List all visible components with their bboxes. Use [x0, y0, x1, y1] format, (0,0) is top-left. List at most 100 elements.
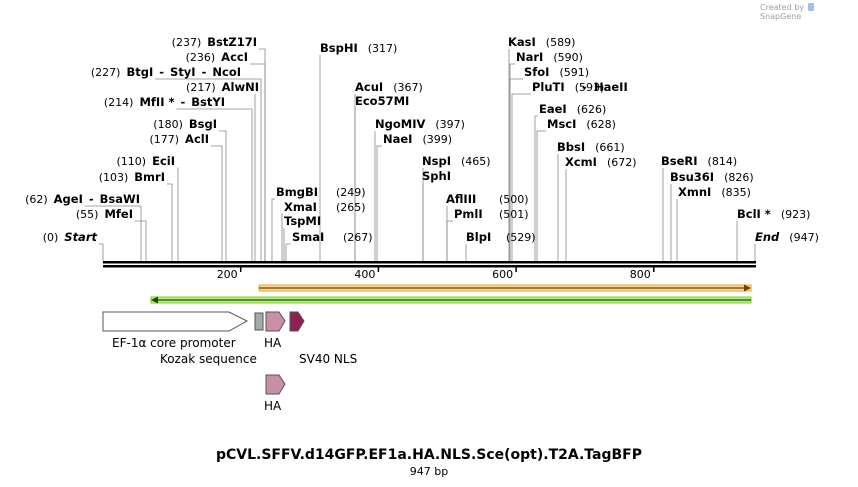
enzyme-pos-acli[interactable]: (177): [149, 133, 179, 146]
enzyme-name-start[interactable]: Start: [64, 230, 97, 244]
enzyme-name-pluti[interactable]: PluTI: [532, 80, 565, 94]
enzyme-pos-bmri[interactable]: (103): [99, 171, 129, 184]
enzyme-name-mfei[interactable]: MfeI: [104, 207, 133, 221]
enzyme-name-acci[interactable]: AccI: [221, 50, 248, 64]
enzyme-name-eaei[interactable]: EaeI: [539, 102, 567, 116]
enzyme-name-msci[interactable]: MscI: [547, 117, 576, 131]
ha-tag-arrow-2[interactable]: [265, 374, 286, 395]
ef1a-promoter-arrow[interactable]: [102, 311, 249, 332]
enzyme-pos-bmgbi: (249): [336, 186, 366, 199]
enzyme-pos-acui: (367): [393, 81, 423, 94]
enzyme-name-ncoi[interactable]: NcoI: [212, 65, 241, 79]
cut-line-eaei: [534, 115, 538, 261]
enzyme-pos-bsgi[interactable]: (180): [153, 118, 183, 131]
snapgene-logo-icon: [807, 3, 814, 11]
enzyme-pos-agei[interactable]: (62): [25, 193, 48, 206]
enzyme-name-nari[interactable]: NarI: [516, 50, 543, 64]
enzyme-site-tspmi: TspMI: [284, 214, 321, 228]
enzyme-row-11: (0) Start: [43, 230, 98, 244]
enzyme-pos-mfii[interactable]: (214): [104, 96, 134, 109]
enzyme-pos-bsphi: (317): [368, 42, 398, 55]
enzyme-name-alwni[interactable]: AlwNI: [222, 80, 259, 94]
axis-tick-label: 400: [354, 268, 375, 281]
enzyme-name-bmri[interactable]: BmrI: [134, 170, 165, 184]
enzyme-name-bstyi[interactable]: BstYI: [191, 95, 225, 109]
cut-line-mfei: [135, 220, 147, 261]
enzyme-name-xcmi[interactable]: XcmI: [565, 155, 597, 169]
enzyme-pos-bsu36i: (826): [724, 171, 754, 184]
enzyme-name-sfoi[interactable]: SfoI: [524, 65, 549, 79]
enzyme-name-bseri[interactable]: BseRI: [661, 154, 698, 168]
plasmid-length: 947 bp: [409, 465, 449, 478]
enzyme-name-btgi[interactable]: BtgI: [126, 65, 153, 79]
enzyme-name-pmli[interactable]: PmlI: [454, 207, 483, 221]
enzyme-pos-alwni[interactable]: (217): [186, 81, 216, 94]
enzyme-name-tspmi[interactable]: TspMI: [284, 214, 321, 228]
enzyme-name-mfii[interactable]: MfII *: [139, 95, 174, 109]
plasmid-name: pCVL.SFFV.d14GFP.EF1a.HA.NLS.Sce(opt).T2…: [215, 447, 643, 463]
cut-line-start: [99, 243, 104, 261]
enzyme-name-bsawi[interactable]: BsaWI: [100, 192, 140, 206]
enzyme-name-eco57mi[interactable]: Eco57MI: [355, 94, 409, 108]
enzyme-name-ecii[interactable]: EciI: [152, 154, 175, 168]
enzyme-name-smai[interactable]: SmaI: [292, 230, 324, 244]
sv40-nls-arrow[interactable]: [289, 311, 305, 332]
enzyme-pos-nspi: (465): [461, 155, 491, 168]
enzyme-name-blpi[interactable]: BlpI: [466, 230, 491, 244]
enzyme-pos-ngomiv: (397): [435, 118, 465, 131]
enzyme-row-6: (177) AclI: [149, 132, 209, 146]
enzyme-site-smai: SmaI (267): [292, 230, 373, 244]
ha-tag-arrow[interactable]: [265, 311, 286, 332]
enzyme-pos-btgi[interactable]: (227): [91, 66, 121, 79]
enzyme-name-acli[interactable]: AclI: [185, 132, 209, 146]
cut-line-bstz17i: [259, 48, 266, 261]
cut-line-pluti: [511, 93, 531, 261]
enzyme-separator[interactable]: -: [159, 65, 164, 79]
enzyme-pos-start[interactable]: (0): [43, 231, 59, 244]
enzyme-pos-mfei[interactable]: (55): [76, 208, 99, 221]
enzyme-name-xmni[interactable]: XmnI: [678, 185, 711, 199]
sv40-nls-label: SV40 NLS: [299, 352, 357, 366]
enzyme-site-naei: NaeI (399): [383, 132, 452, 146]
enzyme-name-naei[interactable]: NaeI: [383, 132, 412, 146]
enzyme-name-bstz17i[interactable]: BstZ17I: [207, 35, 257, 49]
enzyme-name-afliii[interactable]: AflIII: [446, 192, 476, 206]
enzyme-name-bsphi[interactable]: BspHI: [320, 41, 358, 55]
enzyme-separator[interactable]: -: [181, 95, 186, 109]
enzyme-pos-acci[interactable]: (236): [186, 51, 216, 64]
enzyme-pos-xmai: (265): [336, 201, 366, 214]
enzyme-name-styi[interactable]: StyI: [170, 65, 196, 79]
enzyme-separator[interactable]: -: [202, 65, 207, 79]
enzyme-site-xmai: XmaI (265): [284, 200, 366, 214]
enzyme-pos-bstz17i[interactable]: (237): [172, 36, 202, 49]
enzyme-name-kasi[interactable]: KasI: [508, 35, 536, 49]
enzyme-pos-ecii[interactable]: (110): [117, 155, 147, 168]
enzyme-name-nspi[interactable]: NspI: [422, 154, 451, 168]
kozak-sequence-box[interactable]: [254, 312, 264, 331]
enzyme-name-xmai[interactable]: XmaI: [284, 200, 317, 214]
enzyme-separator[interactable]: -: [89, 192, 94, 206]
enzyme-name-end[interactable]: End: [755, 230, 780, 244]
enzyme-name-haeii[interactable]: HaeII: [594, 80, 628, 94]
enzyme-row-10: (55) MfeI: [76, 207, 133, 221]
cut-line-bmgbi: [271, 198, 275, 261]
enzyme-name-sphi[interactable]: SphI: [422, 169, 451, 183]
green-bar-arrow-icon: [151, 296, 158, 304]
enzyme-name-ngomiv[interactable]: NgoMIV: [375, 117, 425, 131]
enzyme-name-bbsi[interactable]: BbsI: [557, 140, 585, 154]
enzyme-site-acui: AcuI (367): [355, 80, 423, 94]
enzyme-name-bcli[interactable]: BclI *: [737, 207, 771, 221]
enzyme-name-agei[interactable]: AgeI: [54, 192, 83, 206]
enzyme-pos-blpi: (529): [506, 231, 536, 244]
enzyme-site-bmgbi: BmgBI (249): [276, 185, 366, 199]
axis-tick-label: 600: [492, 268, 513, 281]
enzyme-site-bseri: BseRI (814): [661, 154, 737, 168]
cut-line-xmai: [281, 213, 283, 261]
enzyme-site-eco57mi: Eco57MI: [355, 94, 409, 108]
enzyme-pos-pmli: (501): [499, 208, 529, 221]
enzyme-name-bsu36i[interactable]: Bsu36I: [670, 170, 714, 184]
enzyme-name-acui[interactable]: AcuI: [355, 80, 383, 94]
enzyme-name-bmgbi[interactable]: BmgBI: [276, 185, 318, 199]
enzyme-pos-xcmi: (672): [607, 156, 637, 169]
enzyme-name-bsgi[interactable]: BsgI: [189, 117, 217, 131]
